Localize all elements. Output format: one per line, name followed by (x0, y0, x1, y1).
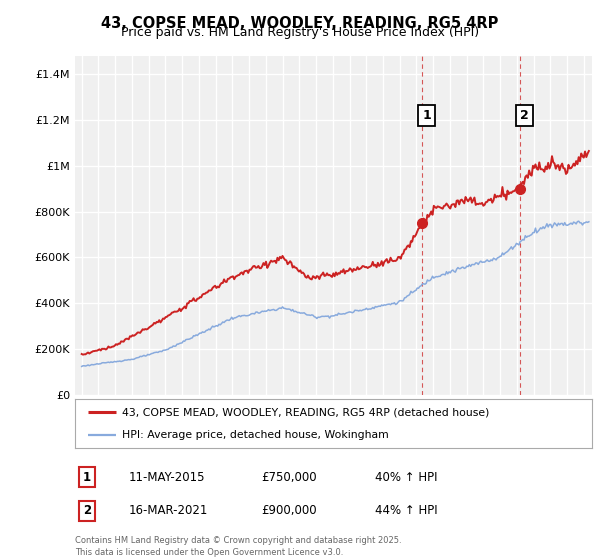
Text: 1: 1 (422, 109, 431, 122)
Text: 1: 1 (83, 470, 91, 484)
Text: 2: 2 (83, 504, 91, 517)
Text: 44% ↑ HPI: 44% ↑ HPI (375, 504, 437, 517)
Text: 11-MAY-2015: 11-MAY-2015 (129, 470, 205, 484)
Text: HPI: Average price, detached house, Wokingham: HPI: Average price, detached house, Woki… (122, 430, 388, 440)
Text: £750,000: £750,000 (261, 470, 317, 484)
Text: 2: 2 (520, 109, 529, 122)
Text: Contains HM Land Registry data © Crown copyright and database right 2025.
This d: Contains HM Land Registry data © Crown c… (75, 536, 401, 557)
Text: £900,000: £900,000 (261, 504, 317, 517)
Text: 40% ↑ HPI: 40% ↑ HPI (375, 470, 437, 484)
Text: 43, COPSE MEAD, WOODLEY, READING, RG5 4RP: 43, COPSE MEAD, WOODLEY, READING, RG5 4R… (101, 16, 499, 31)
Text: Price paid vs. HM Land Registry's House Price Index (HPI): Price paid vs. HM Land Registry's House … (121, 26, 479, 39)
Text: 16-MAR-2021: 16-MAR-2021 (129, 504, 208, 517)
Text: 43, COPSE MEAD, WOODLEY, READING, RG5 4RP (detached house): 43, COPSE MEAD, WOODLEY, READING, RG5 4R… (122, 407, 489, 417)
